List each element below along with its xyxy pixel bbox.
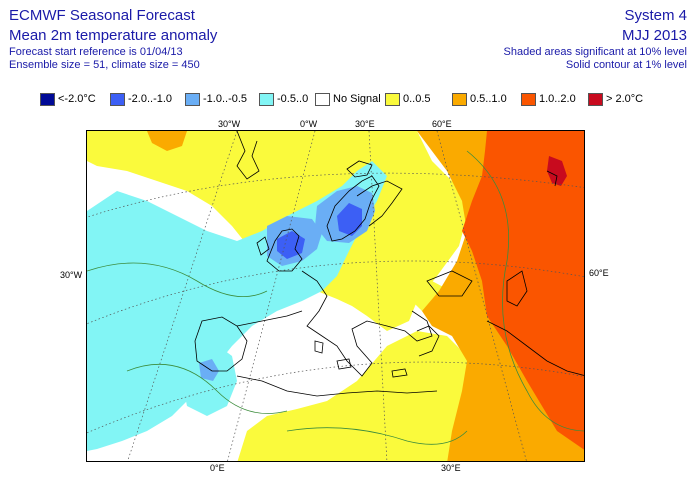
legend-item: > 2.0°C: [588, 91, 643, 107]
left-label-30w: 30°W: [60, 270, 83, 280]
blue-region-iberia: [199, 359, 219, 381]
red-spot: [547, 156, 567, 186]
blue-region-baltic: [337, 203, 362, 236]
ensemble-size: Ensemble size = 51, climate size = 450: [9, 59, 200, 71]
legend-label: -2.0..-1.0: [128, 93, 173, 105]
legend-swatch: [521, 92, 536, 106]
coastlines: [194, 131, 584, 397]
forecast-reference: Forecast start reference is 01/04/13: [9, 46, 183, 58]
bottom-label-30e: 30°E: [441, 463, 461, 473]
significance-contours: [87, 150, 584, 445]
legend-item: -2.0..-1.0: [110, 91, 172, 107]
top-label-0w: 0°W: [300, 119, 318, 129]
map-canvas: [87, 131, 584, 461]
yellow-region-south: [237, 331, 472, 461]
top-label-60e: 60°E: [432, 119, 452, 129]
top-label-30e: 30°E: [355, 119, 375, 129]
legend-item: <-2.0°C: [40, 91, 96, 107]
legend-swatch: [315, 92, 330, 106]
legend-label: -1.0..-0.5: [203, 93, 248, 105]
legend-swatch: [40, 92, 55, 106]
legend-item: -0.5..0: [259, 91, 308, 107]
legend-item: 0.5..1.0: [452, 91, 507, 107]
legend-item: 1.0..2.0: [521, 91, 576, 107]
legend-label: No Signal: [333, 93, 381, 105]
legend-label: -0.5..0: [277, 93, 309, 105]
legend-item: No Signal: [315, 91, 381, 107]
system-title: System 4: [624, 7, 687, 24]
legend-label: 0..0.5: [403, 93, 431, 105]
dark-orange-region: [462, 131, 584, 450]
legend-swatch: [385, 92, 400, 106]
anomaly-map: [86, 130, 585, 462]
graticule: [87, 131, 584, 461]
subtitle-left: Mean 2m temperature anomaly: [9, 27, 218, 44]
orange-region-north-atlantic: [147, 131, 187, 151]
contour-note: Solid contour at 1% level: [565, 59, 687, 71]
shaded-note: Shaded areas significant at 10% level: [503, 46, 687, 58]
top-label-30w: 30°W: [218, 119, 241, 129]
right-label-60e: 60°E: [589, 268, 609, 278]
legend-label: <-2.0°C: [58, 93, 96, 105]
legend-label: > 2.0°C: [606, 93, 644, 105]
legend-label: 1.0..2.0: [539, 93, 576, 105]
legend-label: 0.5..1.0: [470, 93, 507, 105]
legend-swatch: [259, 92, 274, 106]
legend-item: 0..0.5: [385, 91, 431, 107]
legend-swatch: [452, 92, 467, 106]
legend-swatch: [110, 92, 125, 106]
legend-swatch: [588, 92, 603, 106]
forecast-period: MJJ 2013: [621, 27, 687, 44]
legend-swatch: [185, 92, 200, 106]
bottom-label-0e: 0°E: [210, 463, 225, 473]
title-left: ECMWF Seasonal Forecast: [9, 7, 195, 24]
legend-item: -1.0..-0.5: [185, 91, 247, 107]
